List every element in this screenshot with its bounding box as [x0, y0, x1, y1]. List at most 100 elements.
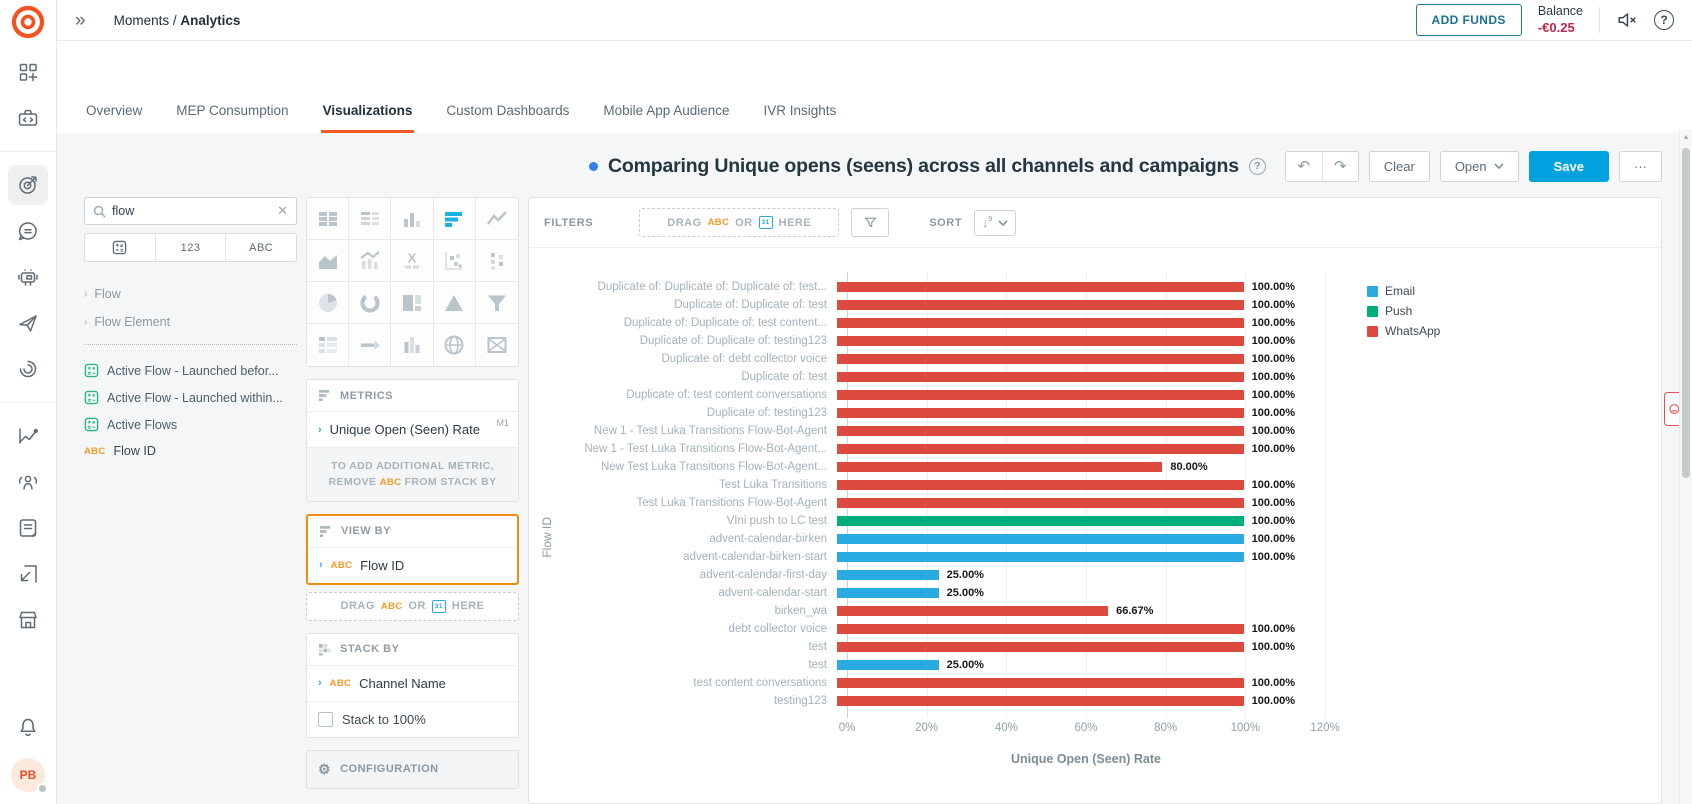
vertical-scrollbar[interactable]: ▲ [1679, 130, 1692, 804]
tab-mep-consumption[interactable]: MEP Consumption [176, 103, 289, 118]
chart-type-treemap-icon[interactable] [391, 282, 434, 324]
chart-type-matrix-icon[interactable] [475, 324, 518, 366]
audience-people-icon[interactable] [8, 462, 48, 502]
filter-funnel-button[interactable] [851, 208, 890, 237]
chart-type-pyramid-icon[interactable] [433, 282, 476, 324]
more-options-button[interactable]: ··· [1619, 150, 1662, 182]
view-by-item-flow-id[interactable]: › ABC Flow ID [319, 557, 405, 573]
field-active-flow-launched-befor-[interactable]: Active Flow - Launched befor... [84, 357, 297, 384]
exchange-swirl-icon[interactable] [8, 349, 48, 389]
field-active-flows[interactable]: Active Flows [84, 411, 297, 438]
expand-chevron-icon[interactable]: › [319, 559, 323, 572]
legend-item-whatsapp[interactable]: WhatsApp [1367, 324, 1655, 338]
chart-type-dot-plot-icon[interactable] [475, 240, 518, 282]
bar-whatsapp[interactable] [837, 408, 1244, 418]
exit-door-arrow-icon[interactable] [8, 554, 48, 594]
chart-type-horizontal-bar-icon[interactable] [433, 198, 476, 240]
infobip-logo[interactable] [11, 5, 45, 39]
scrollbar-thumb[interactable] [1682, 148, 1690, 478]
chart-type-table-icon[interactable] [307, 198, 350, 240]
bar-email[interactable] [837, 534, 1244, 544]
bar-whatsapp[interactable] [837, 372, 1244, 382]
bar-whatsapp[interactable] [837, 444, 1244, 454]
bar-whatsapp[interactable] [837, 426, 1244, 436]
bar-whatsapp[interactable] [837, 282, 1244, 292]
chart-type-combo-icon[interactable] [349, 240, 392, 282]
legend-item-email[interactable]: Email [1367, 284, 1655, 298]
legend-item-push[interactable]: Push [1367, 304, 1655, 318]
expand-sidebar-icon[interactable]: » [75, 9, 86, 31]
stack-by-item-channel-name[interactable]: › ABC Channel Name [318, 675, 446, 691]
chart-type-small-column-icon[interactable] [391, 324, 434, 366]
apps-grid-plus-icon[interactable] [8, 52, 48, 92]
bar-whatsapp[interactable] [837, 606, 1109, 616]
field-flow-id[interactable]: ABC Flow ID [84, 438, 297, 464]
chart-type-donut-icon[interactable] [349, 282, 392, 324]
bar-email[interactable] [837, 588, 939, 598]
user-avatar[interactable]: PB [11, 758, 48, 794]
bar-email[interactable] [837, 660, 939, 670]
tab-overview[interactable]: Overview [86, 103, 143, 118]
chart-type-area-icon[interactable] [307, 240, 350, 282]
marketplace-store-icon[interactable] [8, 600, 48, 640]
knowledge-book-icon[interactable] [8, 508, 48, 548]
tab-ivr-insights[interactable]: IVR Insights [763, 103, 837, 118]
save-button[interactable]: Save [1528, 150, 1609, 182]
notifications-bell-icon[interactable] [8, 707, 48, 747]
tab-custom-dashboards[interactable]: Custom Dashboards [446, 103, 570, 118]
redo-button[interactable]: ↷ [1321, 151, 1358, 181]
bar-whatsapp[interactable] [837, 318, 1244, 328]
chart-type-map-icon[interactable] [433, 324, 476, 366]
bar-email[interactable] [837, 570, 939, 580]
filter-text-segment[interactable]: ABC [225, 234, 296, 261]
title-help-icon[interactable]: ? [1248, 157, 1266, 175]
open-button[interactable]: Open [1439, 150, 1519, 182]
sort-dropdown[interactable]: ↓9 [974, 209, 1017, 236]
breadcrumb[interactable]: Moments / Analytics [114, 13, 241, 28]
stack-to-100-checkbox[interactable] [318, 711, 333, 727]
clear-button[interactable]: Clear [1368, 150, 1430, 182]
bar-whatsapp[interactable] [837, 354, 1244, 364]
tree-item-flow-element[interactable]: › Flow Element [84, 308, 297, 336]
expand-chevron-icon[interactable]: › [318, 423, 322, 436]
bar-whatsapp[interactable] [837, 390, 1244, 400]
field-search-input[interactable] [112, 204, 272, 218]
analytics-line-chart-icon[interactable] [8, 416, 48, 456]
bar-email[interactable] [837, 552, 1244, 562]
chatbot-robot-icon[interactable] [8, 257, 48, 297]
filter-numeric-segment[interactable]: 123 [154, 234, 226, 261]
rocket-icon[interactable] [8, 303, 48, 343]
chart-type-bullet-icon[interactable] [349, 324, 392, 366]
bar-whatsapp[interactable] [837, 642, 1244, 652]
bar-whatsapp[interactable] [837, 696, 1244, 706]
undo-button[interactable]: ↶ [1297, 158, 1311, 175]
bar-whatsapp[interactable] [837, 678, 1244, 688]
configuration-row[interactable]: ⚙ CONFIGURATION [306, 749, 519, 789]
field-active-flow-launched-within-[interactable]: Active Flow - Launched within... [84, 384, 297, 411]
filters-dropzone[interactable]: DRAG ABC OR 31 HERE [639, 208, 840, 237]
add-funds-button[interactable]: ADD FUNDS [1415, 4, 1522, 36]
stack-to-100-row[interactable]: Stack to 100% [307, 700, 518, 737]
dev-toolbox-icon[interactable] [8, 98, 48, 138]
bar-whatsapp[interactable] [837, 480, 1244, 490]
filter-metrics-segment[interactable] [85, 234, 155, 261]
chart-type-pie-icon[interactable] [307, 282, 350, 324]
chart-type-scatter-icon[interactable] [433, 240, 476, 282]
bar-whatsapp[interactable] [837, 336, 1244, 346]
field-search[interactable]: ✕ [84, 197, 297, 225]
bar-whatsapp[interactable] [837, 624, 1244, 634]
clear-search-icon[interactable]: ✕ [277, 203, 288, 218]
chart-type-text-icon[interactable]: X [391, 240, 434, 282]
tab-visualizations[interactable]: Visualizations [320, 93, 415, 133]
help-icon[interactable]: ? [1654, 10, 1674, 30]
mute-speaker-icon[interactable] [1616, 9, 1638, 31]
expand-chevron-icon[interactable]: › [318, 677, 322, 690]
chart-type-line-icon[interactable] [475, 198, 518, 240]
chart-type-column-icon[interactable] [391, 198, 434, 240]
metric-item-unique-open-rate[interactable]: › Unique Open (Seen) Rate M1 [318, 418, 509, 437]
bar-whatsapp[interactable] [837, 462, 1163, 472]
view-by-dropzone[interactable]: DRAG ABC OR 31 HERE [306, 591, 519, 621]
support-feedback-tab[interactable] [1664, 392, 1680, 426]
chart-type-pivot-table-icon[interactable] [307, 324, 350, 366]
chat-bubble-icon[interactable] [8, 211, 48, 251]
